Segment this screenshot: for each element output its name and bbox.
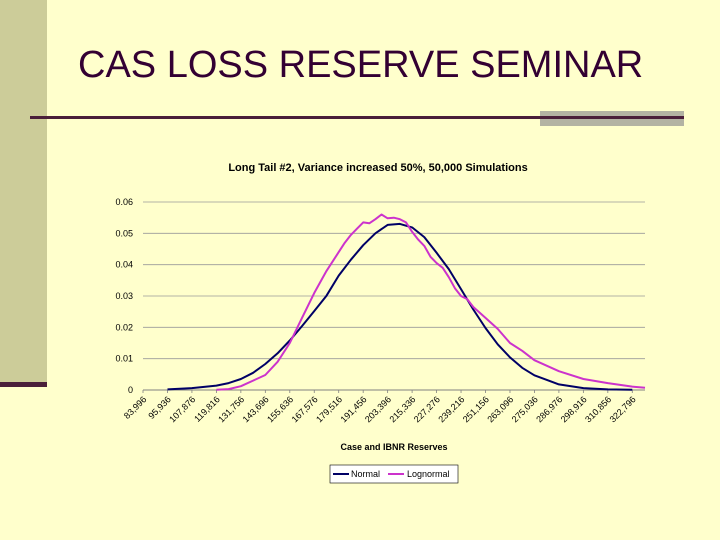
x-tick-label: 322,796 — [608, 394, 638, 424]
y-axis-ticks: 0 0.01 0.02 0.03 0.04 0.05 0.06 — [115, 197, 133, 395]
x-tick-label: 203,396 — [363, 394, 393, 424]
x-tick-label: 263,096 — [485, 394, 515, 424]
x-tick-label: 310,856 — [583, 394, 613, 424]
x-tick-label: 83,996 — [122, 394, 149, 421]
y-tick-label: 0.06 — [115, 197, 133, 207]
y-tick-label: 0.01 — [115, 354, 133, 364]
series-line-normal — [167, 222, 633, 391]
x-tick-label: 155,636 — [265, 394, 295, 424]
legend: Normal Lognormal — [329, 464, 459, 484]
y-tick-label: 0 — [128, 385, 133, 395]
chart-title: Long Tail #2, Variance increased 50%, 50… — [228, 162, 527, 174]
x-tick-label: 286,976 — [534, 394, 564, 424]
x-tick-label: 107,876 — [167, 394, 197, 424]
x-tick-label: 239,216 — [436, 394, 466, 424]
x-axis-ticks: 83,99695,936107,876119,816131,756143,696… — [122, 390, 638, 424]
legend-label-normal: Normal — [351, 469, 380, 479]
x-tick-label: 275,036 — [510, 394, 540, 424]
x-tick-label: 251,156 — [461, 394, 491, 424]
x-tick-label: 143,696 — [241, 394, 271, 424]
x-axis-label: Case and IBNR Reserves — [340, 442, 447, 452]
x-tick-label: 215,336 — [387, 394, 417, 424]
series-lines — [167, 213, 646, 391]
series-line-lognormal — [216, 213, 646, 391]
x-tick-label: 191,456 — [339, 394, 369, 424]
x-tick-label: 167,576 — [290, 394, 320, 424]
x-tick-label: 131,756 — [216, 394, 246, 424]
y-tick-label: 0.03 — [115, 291, 133, 301]
grid-lines — [143, 201, 645, 360]
x-tick-label: 227,276 — [412, 394, 442, 424]
y-tick-label: 0.05 — [115, 228, 133, 238]
x-tick-label: 179,516 — [314, 394, 344, 424]
y-tick-label: 0.02 — [115, 322, 133, 332]
left-decor-band-tick — [0, 382, 47, 387]
legend-label-lognormal: Lognormal — [407, 469, 450, 479]
left-decor-band — [0, 0, 47, 382]
slide-title: CAS LOSS RESERVE SEMINAR — [78, 44, 644, 86]
y-tick-label: 0.04 — [115, 260, 133, 270]
title-rule — [30, 116, 684, 119]
x-tick-label: 298,916 — [559, 394, 589, 424]
